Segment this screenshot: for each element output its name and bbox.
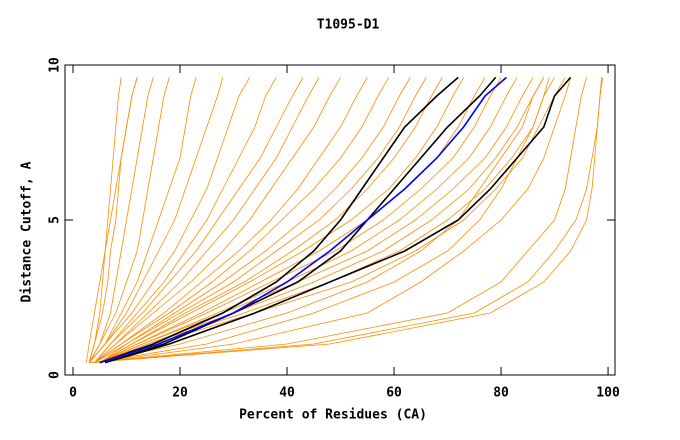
curve-line bbox=[99, 77, 443, 363]
curve-line bbox=[99, 77, 502, 363]
highlight-line bbox=[99, 76, 507, 364]
curve-line bbox=[89, 77, 602, 363]
curve-line bbox=[94, 77, 368, 363]
curve-line bbox=[94, 77, 304, 363]
plot-area bbox=[86, 76, 604, 364]
y-tick-label: 5 bbox=[48, 216, 63, 224]
x-tick-label: 40 bbox=[279, 386, 295, 401]
x-tick-label: 60 bbox=[386, 386, 402, 401]
chart-title: T1095-D1 bbox=[317, 18, 380, 33]
curve-line bbox=[94, 77, 390, 363]
curve-line bbox=[99, 77, 427, 363]
curve-line bbox=[88, 77, 138, 363]
x-tick-label: 20 bbox=[172, 386, 188, 401]
curve-line bbox=[94, 77, 341, 363]
curve-line bbox=[88, 77, 122, 363]
highlight-line bbox=[99, 76, 459, 364]
curve-line bbox=[88, 77, 170, 363]
y-tick-label: 10 bbox=[48, 57, 63, 73]
curve-line bbox=[88, 77, 224, 363]
curve-line bbox=[88, 77, 154, 363]
x-axis-label: Percent of Residues (CA) bbox=[239, 408, 427, 423]
curve-line bbox=[86, 77, 138, 363]
curve-line bbox=[89, 77, 587, 363]
curve-line bbox=[99, 77, 566, 363]
x-tick-label: 100 bbox=[596, 386, 620, 401]
curve-line bbox=[99, 77, 545, 363]
x-tick-label: 80 bbox=[493, 386, 509, 401]
x-tick-label: 0 bbox=[69, 386, 77, 401]
curve-line bbox=[94, 77, 571, 363]
curve-line bbox=[89, 77, 604, 363]
curve-line bbox=[94, 77, 277, 363]
curve-line bbox=[88, 77, 197, 363]
curve-line bbox=[99, 77, 486, 363]
y-axis-label: Distance Cutoff, A bbox=[20, 161, 35, 302]
y-tick-label: 0 bbox=[48, 371, 63, 379]
curve-line bbox=[88, 77, 250, 363]
highlight-line bbox=[104, 76, 572, 364]
curve-line bbox=[94, 77, 550, 363]
curve-line bbox=[99, 77, 518, 363]
curve-line bbox=[94, 77, 320, 363]
curve-line bbox=[99, 77, 534, 363]
curve-line bbox=[94, 77, 411, 363]
curve-line bbox=[99, 77, 464, 363]
